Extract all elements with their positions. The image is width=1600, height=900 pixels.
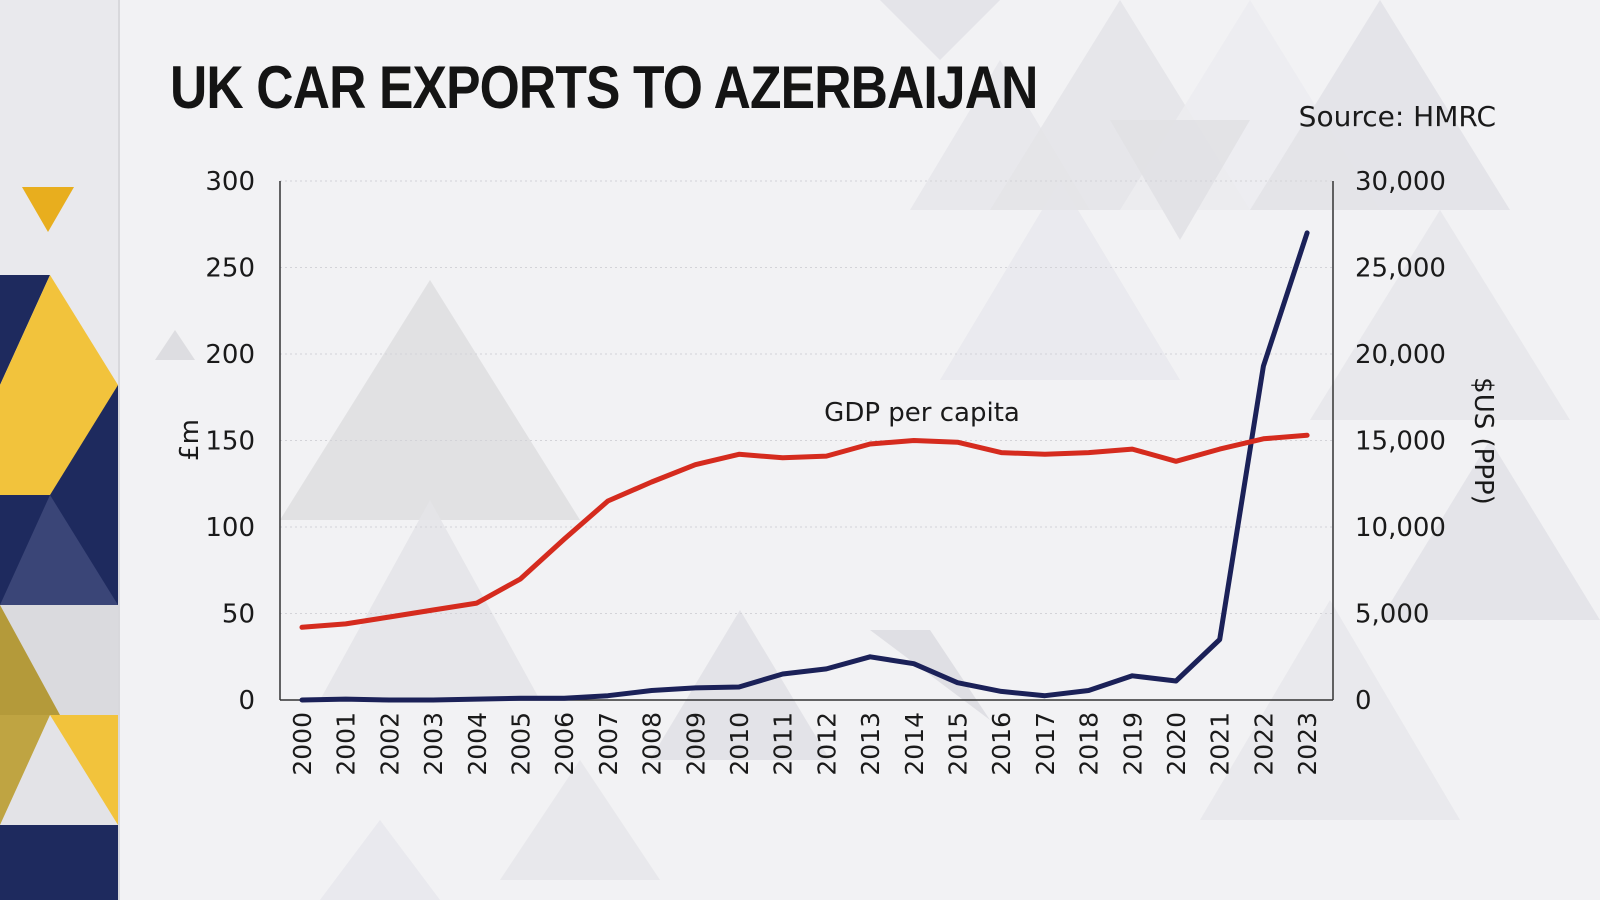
x-tick-label: 2022	[1249, 712, 1278, 776]
left-tick-label: 0	[238, 686, 255, 716]
x-tick-label: 2015	[944, 712, 973, 776]
x-tick-label: 2004	[463, 712, 492, 776]
gdp-series-label: GDP per capita	[824, 398, 1020, 428]
x-tick-label: 2023	[1293, 712, 1322, 776]
left-tick-label: 300	[205, 167, 255, 197]
left-tick-label: 250	[205, 254, 255, 284]
left-axis-title: £m	[175, 419, 205, 461]
x-tick-label: 2001	[332, 712, 361, 776]
x-tick-label: 2018	[1075, 712, 1104, 776]
right-tick-label: 0	[1355, 686, 1372, 716]
left-tick-label: 150	[205, 427, 255, 457]
x-tick-label: 2003	[419, 712, 448, 776]
right-tick-label: 10,000	[1355, 513, 1446, 543]
x-tick-label: 2005	[507, 712, 536, 776]
x-tick-label: 2007	[594, 712, 623, 776]
x-tick-label: 2020	[1162, 712, 1191, 776]
gridlines	[280, 180, 1333, 614]
series-lines	[299, 230, 1310, 703]
x-tick-label: 2013	[856, 712, 885, 776]
left-tick-label: 50	[222, 600, 255, 630]
x-tick-label: 2000	[288, 712, 317, 776]
left-tick-label: 100	[205, 513, 255, 543]
car-exports-line	[299, 230, 1310, 703]
x-tick-label: 2011	[769, 712, 798, 776]
x-tick-label: 2010	[725, 712, 754, 776]
x-tick-label: 2021	[1206, 712, 1235, 776]
gdp-per-capita-line	[299, 432, 1310, 630]
right-axis-title: $US (PPP)	[1468, 377, 1498, 505]
x-tick-label: 2002	[375, 712, 404, 776]
right-tick-label: 15,000	[1355, 427, 1446, 457]
right-tick-label: 25,000	[1355, 254, 1446, 284]
x-tick-label: 2016	[987, 712, 1016, 776]
annotations: GDP per capita	[824, 398, 1020, 428]
right-tick-label: 20,000	[1355, 340, 1446, 370]
x-tick-label: 2009	[681, 712, 710, 776]
x-tick-label: 2006	[550, 712, 579, 776]
x-tick-label: 2017	[1031, 712, 1060, 776]
source-label: Source: HMRC	[1298, 100, 1496, 133]
right-tick-label: 30,000	[1355, 167, 1446, 197]
right-tick-label: 5,000	[1355, 600, 1429, 630]
x-tick-label: 2012	[812, 712, 841, 776]
x-tick-label: 2019	[1118, 712, 1147, 776]
tick-labels: 0 50 100 150 200 250 300 0 5,000 10,000 15,000 20,0…	[175, 167, 1498, 776]
x-tick-label: 2008	[638, 712, 667, 776]
left-tick-label: 200	[205, 340, 255, 370]
x-tick-label: 2014	[900, 712, 929, 776]
chart-title: UK CAR EXPORTS TO AZERBAIJAN	[170, 54, 1038, 121]
